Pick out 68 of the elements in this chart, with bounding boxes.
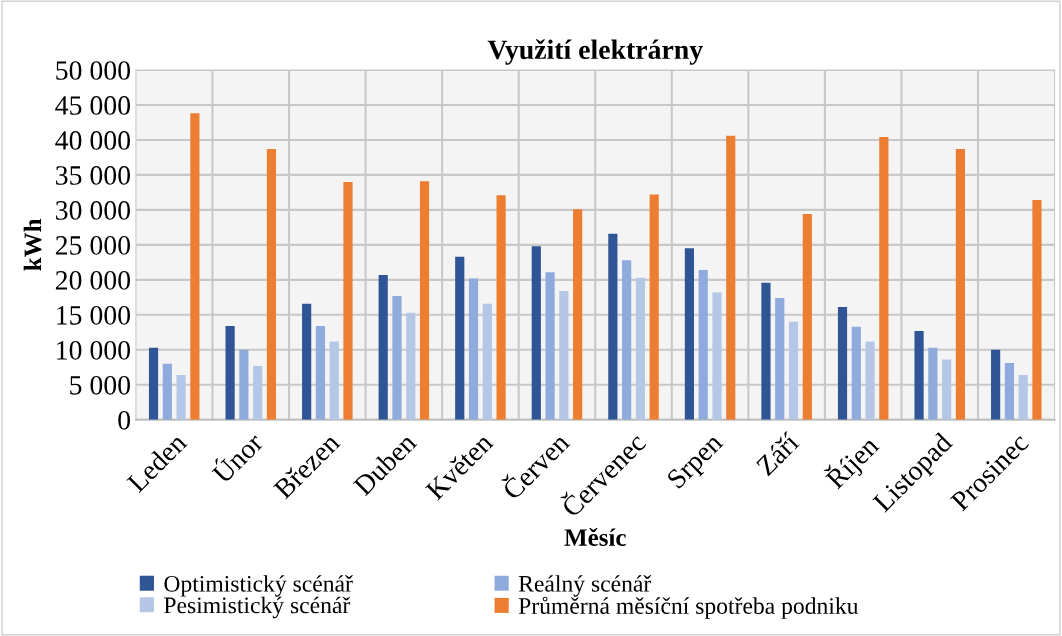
y-axis-title: kWh [23, 218, 42, 271]
bar [698, 270, 708, 420]
bar [392, 295, 402, 420]
legend-label: Průměrná měsíční spotřeba podniku [518, 596, 859, 619]
bar [1018, 374, 1028, 420]
bar [1032, 200, 1042, 420]
x-tick-label: Únor [207, 427, 265, 485]
legend-label: Optimistický scénář [164, 575, 353, 597]
bar [928, 347, 938, 420]
bar [684, 248, 694, 420]
y-tick-label: 45 000 [55, 96, 131, 115]
bar [761, 282, 771, 420]
bar [914, 330, 924, 420]
bar [343, 181, 353, 420]
bar [302, 303, 312, 420]
y-tick-label: 0 [118, 410, 131, 430]
bar [837, 307, 848, 420]
y-tick-label: 10 000 [57, 340, 131, 360]
y-tick-label: 5 000 [70, 375, 131, 395]
bar [496, 195, 506, 420]
y-tick-label: 25 000 [55, 236, 131, 255]
bar [329, 341, 339, 420]
y-tick-label: 15 000 [57, 305, 131, 325]
bar [162, 363, 172, 420]
chart-title: Využití elektrárny [487, 39, 703, 65]
bar [865, 341, 875, 420]
bar [531, 246, 541, 420]
bar [253, 365, 263, 420]
bar [879, 137, 889, 420]
bar [545, 272, 555, 420]
bar [635, 277, 646, 420]
bar [148, 347, 159, 420]
bar [239, 349, 249, 420]
y-tick-label: 30 000 [56, 201, 131, 220]
bar [991, 349, 1001, 420]
bar [775, 298, 785, 420]
bar [573, 209, 583, 420]
y-tick-label: 50 000 [56, 61, 131, 80]
bar [712, 292, 722, 420]
legend-label: Reálný scénář [518, 575, 652, 597]
bar [649, 194, 659, 420]
bar [406, 312, 416, 420]
bar [622, 260, 632, 420]
bar [1004, 363, 1014, 420]
bar [455, 256, 465, 420]
bar [378, 274, 388, 420]
x-axis-title: Měsíc [564, 528, 626, 546]
x-tick-label: Září [754, 431, 801, 477]
bar [802, 214, 812, 420]
bar [468, 278, 479, 420]
y-tick-label: 20 000 [55, 271, 131, 290]
y-tick-label: 40 000 [55, 131, 131, 150]
bar [942, 359, 952, 420]
legend-label: Pesimistický scénář [164, 596, 351, 619]
bar [955, 149, 965, 420]
bar [419, 181, 430, 420]
bar [726, 135, 736, 420]
y-tick-label: 35 000 [56, 166, 131, 185]
bar [482, 303, 492, 420]
bar [225, 326, 235, 420]
bar [266, 149, 277, 420]
bar [788, 321, 799, 420]
bar [315, 326, 326, 420]
bar [851, 326, 861, 420]
bar [190, 113, 200, 420]
bar [608, 233, 618, 420]
bar [559, 291, 569, 420]
bar [176, 374, 186, 420]
